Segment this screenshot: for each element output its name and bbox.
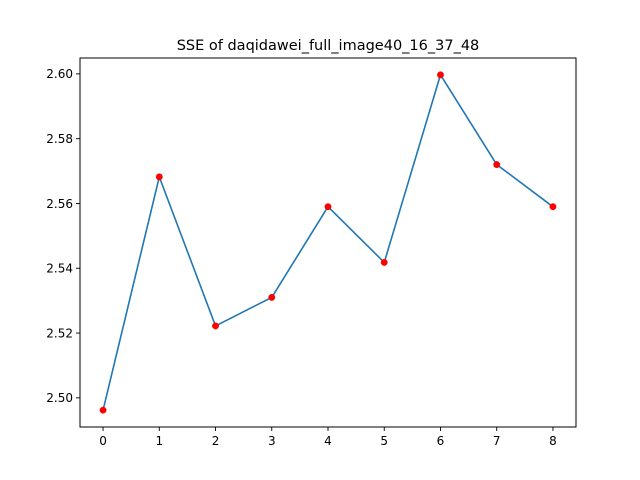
x-tick-label: 2 — [212, 434, 220, 448]
y-tick-label: 2.52 — [46, 326, 73, 340]
chart-title: SSE of daqidawei_full_image40_16_37_48 — [177, 38, 480, 54]
plot-marks — [99, 71, 557, 414]
data-point — [99, 406, 107, 414]
data-point — [549, 203, 557, 211]
y-tick-label: 2.56 — [46, 197, 73, 211]
data-point — [268, 293, 276, 301]
data-point — [212, 322, 219, 330]
data-point — [437, 71, 444, 79]
axes: 0 1 2 3 4 5 6 7 8 2.50 2.52 2.54 2.56 2.58 2.60 — [46, 67, 556, 448]
x-tick-label: 7 — [493, 434, 501, 448]
y-tick-label: 2.60 — [46, 67, 73, 81]
y-tick-label: 2.54 — [46, 262, 73, 276]
x-tick-label: 3 — [268, 434, 276, 448]
data-point — [155, 173, 163, 181]
data-point — [324, 203, 332, 211]
x-tick-label: 4 — [324, 434, 332, 448]
x-tick-label: 5 — [380, 434, 388, 448]
x-tick-label: 6 — [437, 434, 445, 448]
x-tick-label: 8 — [549, 434, 557, 448]
data-point — [493, 161, 501, 169]
x-tick-label: 1 — [155, 434, 163, 448]
x-tick-label: 0 — [99, 434, 107, 448]
y-tick-label: 2.50 — [46, 391, 73, 405]
data-point — [380, 258, 388, 266]
y-tick-label: 2.58 — [46, 132, 73, 146]
